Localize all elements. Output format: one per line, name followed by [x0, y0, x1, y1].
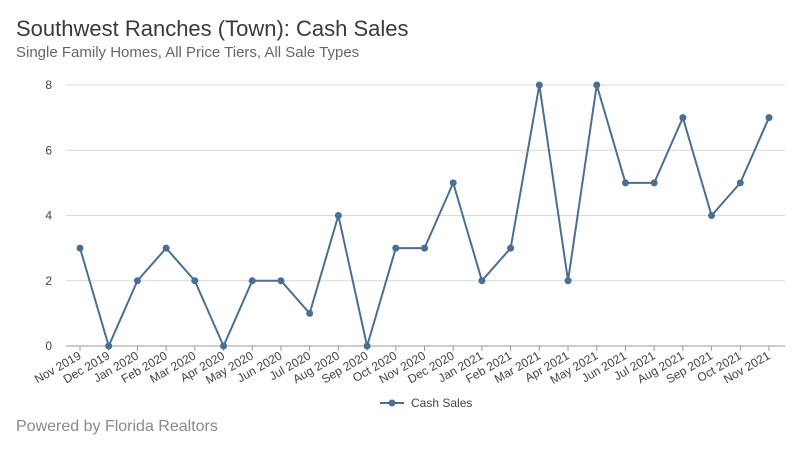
y-tick-label: 6	[45, 143, 52, 157]
chart-title: Southwest Ranches (Town): Cash Sales	[16, 16, 409, 41]
y-tick-label: 8	[45, 78, 52, 92]
chart-subtitle: Single Family Homes, All Price Tiers, Al…	[16, 44, 360, 61]
data-point	[105, 342, 113, 350]
legend-label: Cash Sales	[411, 396, 472, 410]
legend: Cash Sales	[380, 396, 472, 410]
data-point	[334, 212, 342, 219]
data-point	[363, 342, 371, 350]
y-tick-label: 0	[45, 339, 52, 353]
data-point	[478, 277, 486, 285]
data-point	[736, 179, 744, 187]
grid	[66, 84, 785, 347]
data-point	[564, 277, 572, 285]
data-point	[162, 244, 170, 252]
data-point	[277, 277, 285, 285]
data-point	[679, 114, 687, 122]
data-point	[76, 244, 84, 252]
data-point	[248, 277, 256, 285]
data-point	[593, 81, 601, 89]
data-point	[392, 244, 400, 252]
series-layer	[76, 81, 773, 350]
y-tick-label: 4	[45, 209, 52, 223]
footer-credit: Powered by Florida Realtors	[16, 418, 218, 435]
data-point	[708, 212, 716, 219]
data-point	[650, 179, 658, 187]
data-point	[133, 277, 141, 285]
data-point	[621, 179, 629, 187]
data-point	[306, 309, 314, 317]
data-point	[535, 81, 543, 89]
y-tick-label: 2	[45, 274, 52, 288]
data-point	[220, 342, 228, 350]
legend-marker	[388, 399, 396, 407]
data-point	[449, 179, 457, 187]
data-point	[191, 277, 199, 285]
data-point	[421, 244, 428, 252]
data-point	[765, 114, 773, 122]
y-axis-ticks: 0 2 4 6 8	[45, 78, 52, 353]
data-point	[507, 244, 515, 252]
